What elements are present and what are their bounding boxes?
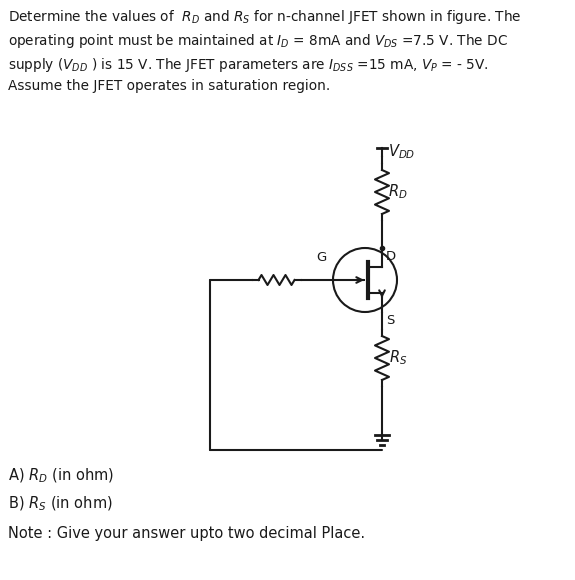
Text: $V_{DD}$: $V_{DD}$ [388, 143, 415, 161]
Text: D: D [386, 250, 396, 263]
Text: $R_S$: $R_S$ [389, 349, 407, 367]
Text: S: S [386, 314, 394, 327]
Text: G: G [316, 251, 326, 264]
Text: $R_D$: $R_D$ [388, 183, 408, 201]
Text: B) $R_S$ (in ohm): B) $R_S$ (in ohm) [8, 495, 113, 513]
Text: Note : Give your answer upto two decimal Place.: Note : Give your answer upto two decimal… [8, 526, 365, 541]
Text: A) $R_D$ (in ohm): A) $R_D$ (in ohm) [8, 467, 114, 485]
Text: Determine the values of  $R_D$ and $R_S$ for n-channel JFET shown in figure. The: Determine the values of $R_D$ and $R_S$ … [8, 8, 522, 93]
